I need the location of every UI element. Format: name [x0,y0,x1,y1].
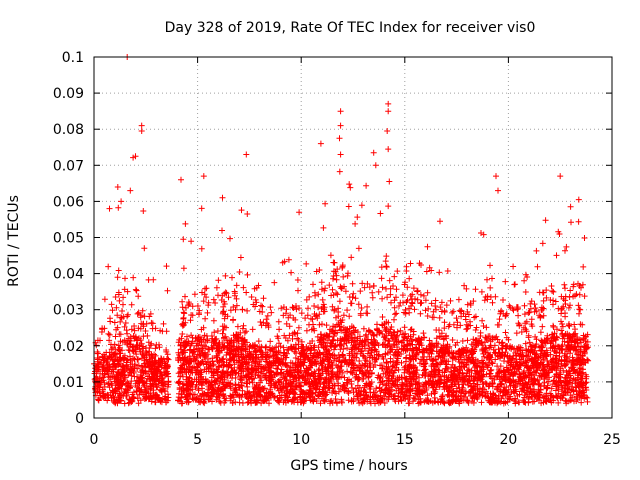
x-tick-label: 25 [603,432,621,448]
y-tick-labels: 0 0.01 0.02 0.03 0.04 0.05 0.06 0.07 0.08 0.09 0.1 [53,50,84,427]
x-tick-labels: 0 5 10 15 20 25 [90,432,621,448]
y-tick-label: 0.03 [53,303,84,319]
x-tick-label: 0 [90,432,99,448]
y-tick-label: 0.07 [53,158,84,174]
axis-ticks [93,56,613,419]
y-tick-label: 0.01 [53,375,84,391]
y-tick-label: 0.02 [53,339,84,355]
y-axis-label: ROTI / TECUs [6,195,22,287]
y-tick-label: 0.06 [53,194,84,210]
chart-title: Day 328 of 2019, Rate Of TEC Index for r… [165,20,536,36]
scatter-points [91,54,592,407]
x-axis-label: GPS time / hours [290,458,407,474]
y-tick-label: 0 [75,411,84,427]
y-tick-label: 0.08 [53,122,84,138]
y-tick-label: 0.05 [53,231,84,247]
x-tick-label: 20 [499,432,517,448]
y-tick-label: 0.04 [53,267,84,283]
x-tick-label: 15 [396,432,414,448]
x-tick-label: 5 [193,432,202,448]
roti-data-points [91,54,592,407]
x-tick-label: 10 [292,432,310,448]
y-tick-label: 0.1 [62,50,84,66]
y-tick-label: 0.09 [53,86,84,102]
